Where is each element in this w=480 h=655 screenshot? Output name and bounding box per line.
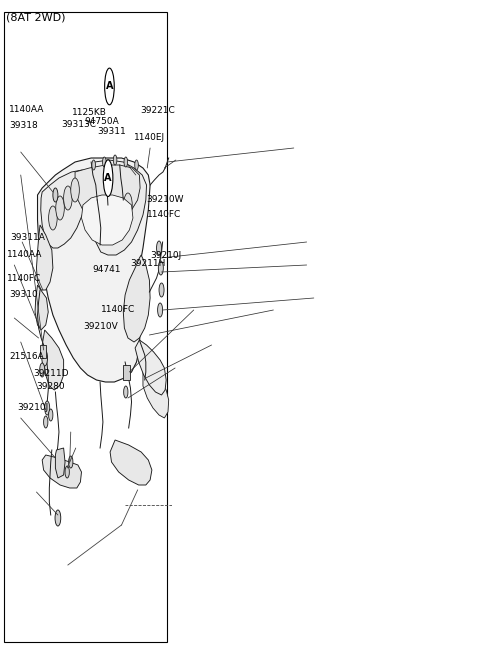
Text: (8AT 2WD): (8AT 2WD)	[6, 13, 65, 23]
Polygon shape	[41, 170, 89, 248]
Text: 1140EJ: 1140EJ	[134, 133, 165, 142]
Ellipse shape	[158, 261, 163, 275]
Ellipse shape	[40, 363, 45, 377]
Text: 1140AA: 1140AA	[7, 250, 42, 259]
Text: 39311A: 39311A	[10, 233, 45, 242]
Polygon shape	[42, 330, 64, 390]
Polygon shape	[110, 440, 152, 485]
Circle shape	[103, 160, 113, 196]
Polygon shape	[123, 365, 131, 380]
Ellipse shape	[99, 216, 108, 240]
Text: 39210J: 39210J	[150, 251, 181, 260]
Circle shape	[105, 68, 114, 105]
Text: 39280: 39280	[36, 382, 65, 391]
Text: 39310: 39310	[10, 290, 38, 299]
Polygon shape	[143, 368, 168, 418]
Text: 39210W: 39210W	[147, 195, 184, 204]
Ellipse shape	[124, 193, 132, 217]
Ellipse shape	[124, 157, 128, 167]
Ellipse shape	[55, 510, 61, 526]
Polygon shape	[35, 285, 48, 330]
Text: 21516A: 21516A	[10, 352, 44, 362]
Text: 39211H: 39211H	[131, 259, 166, 268]
Polygon shape	[123, 255, 150, 342]
Polygon shape	[94, 160, 146, 255]
Ellipse shape	[113, 155, 117, 165]
Ellipse shape	[103, 157, 106, 167]
Polygon shape	[75, 165, 140, 222]
Ellipse shape	[124, 386, 128, 398]
Ellipse shape	[157, 303, 163, 317]
Ellipse shape	[48, 409, 53, 421]
Ellipse shape	[53, 188, 58, 202]
Ellipse shape	[45, 401, 49, 415]
Text: 1140FC: 1140FC	[101, 305, 135, 314]
Ellipse shape	[107, 208, 116, 232]
Polygon shape	[42, 455, 82, 488]
Polygon shape	[82, 195, 133, 245]
Polygon shape	[37, 158, 150, 382]
Text: 94750A: 94750A	[84, 117, 119, 126]
Polygon shape	[55, 448, 65, 478]
Ellipse shape	[135, 160, 138, 170]
Ellipse shape	[64, 186, 72, 210]
Text: 1140AA: 1140AA	[10, 105, 45, 114]
Ellipse shape	[65, 466, 69, 478]
Ellipse shape	[159, 283, 164, 297]
Polygon shape	[40, 345, 46, 358]
Ellipse shape	[48, 206, 57, 230]
Polygon shape	[36, 225, 53, 290]
Text: 39313C: 39313C	[61, 120, 96, 129]
Text: 1140FC: 1140FC	[147, 210, 181, 219]
Text: 1140FC: 1140FC	[7, 274, 41, 283]
Ellipse shape	[115, 200, 124, 224]
Ellipse shape	[156, 241, 162, 255]
Text: 94741: 94741	[93, 265, 121, 274]
Ellipse shape	[69, 456, 73, 468]
Ellipse shape	[44, 416, 48, 428]
Text: 39210V: 39210V	[84, 322, 119, 331]
Text: 39318: 39318	[10, 121, 38, 130]
Text: 39211D: 39211D	[34, 369, 69, 378]
Ellipse shape	[56, 196, 64, 220]
Ellipse shape	[42, 350, 48, 366]
Ellipse shape	[92, 160, 96, 170]
Text: 39221C: 39221C	[141, 105, 175, 115]
Text: A: A	[106, 81, 113, 92]
Ellipse shape	[71, 178, 79, 202]
Text: 39210J: 39210J	[17, 403, 48, 412]
Text: 39311: 39311	[97, 126, 126, 136]
Text: A: A	[104, 173, 112, 183]
Polygon shape	[135, 340, 166, 395]
Text: 1125KB: 1125KB	[72, 108, 107, 117]
